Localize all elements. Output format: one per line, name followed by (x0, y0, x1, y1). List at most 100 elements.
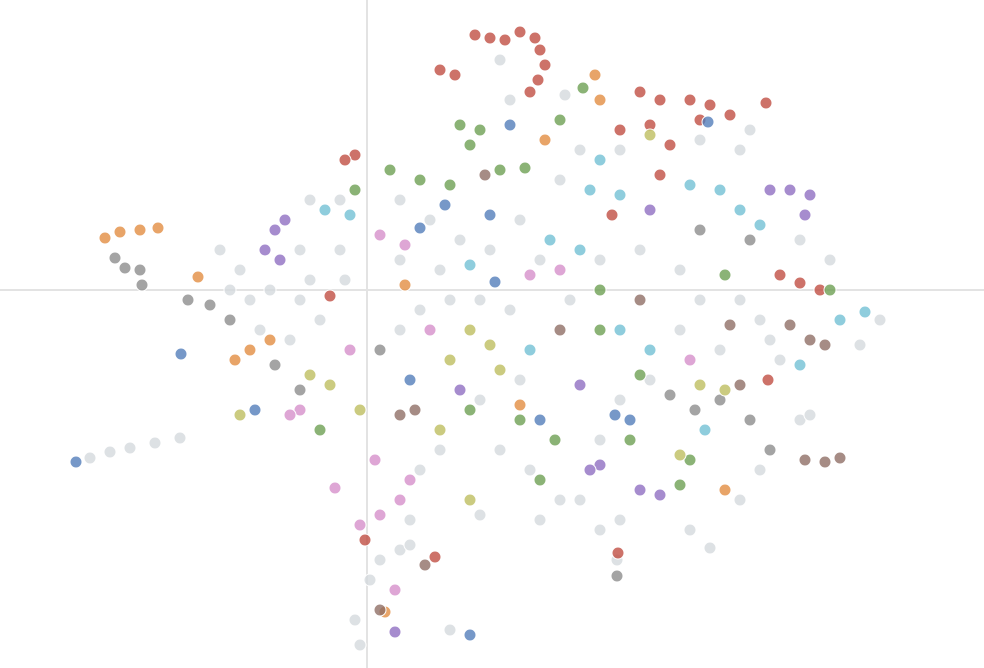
point (713, 343, 727, 357)
point (408, 403, 422, 417)
point (353, 518, 367, 532)
point (243, 343, 257, 357)
point (358, 533, 372, 547)
point (303, 193, 317, 207)
point (733, 203, 747, 217)
point (553, 493, 567, 507)
point (433, 63, 447, 77)
point (433, 423, 447, 437)
point (443, 178, 457, 192)
point (763, 333, 777, 347)
point (483, 338, 497, 352)
point (793, 358, 807, 372)
point (413, 463, 427, 477)
point (593, 433, 607, 447)
point (663, 138, 677, 152)
point (818, 455, 832, 469)
point (723, 318, 737, 332)
point (743, 123, 757, 137)
point (503, 93, 517, 107)
point (268, 358, 282, 372)
point (318, 203, 332, 217)
point (573, 493, 587, 507)
point (718, 268, 732, 282)
point (113, 225, 127, 239)
point (553, 173, 567, 187)
point (503, 118, 517, 132)
point (313, 423, 327, 437)
point (673, 263, 687, 277)
point (191, 270, 205, 284)
point (393, 253, 407, 267)
point (543, 233, 557, 247)
point (83, 451, 97, 465)
point (576, 81, 590, 95)
point (348, 183, 362, 197)
point (513, 398, 527, 412)
point (293, 243, 307, 257)
point (588, 68, 602, 82)
point (428, 550, 442, 564)
point (148, 436, 162, 450)
point (443, 353, 457, 367)
point (513, 413, 527, 427)
point (248, 403, 262, 417)
point (761, 373, 775, 387)
point (733, 293, 747, 307)
point (258, 243, 272, 257)
point (323, 289, 337, 303)
point (303, 273, 317, 287)
point (583, 183, 597, 197)
point (683, 178, 697, 192)
point (743, 413, 757, 427)
point (723, 108, 737, 122)
point (353, 638, 367, 652)
point (613, 323, 627, 337)
point (493, 363, 507, 377)
point (388, 625, 402, 639)
point (643, 128, 657, 142)
point (773, 268, 787, 282)
point (513, 373, 527, 387)
point (733, 143, 747, 157)
point (610, 569, 624, 583)
point (793, 233, 807, 247)
point (263, 333, 277, 347)
point (605, 208, 619, 222)
point (698, 423, 712, 437)
point (718, 383, 732, 397)
point (323, 378, 337, 392)
point (858, 305, 872, 319)
point (373, 228, 387, 242)
point (513, 213, 527, 227)
point (593, 253, 607, 267)
point (133, 263, 147, 277)
point (753, 218, 767, 232)
point (388, 583, 402, 597)
point (233, 263, 247, 277)
point (673, 478, 687, 492)
point (593, 283, 607, 297)
point (613, 188, 627, 202)
point (463, 403, 477, 417)
point (823, 253, 837, 267)
point (583, 463, 597, 477)
point (463, 628, 477, 642)
point (343, 208, 357, 222)
point (473, 393, 487, 407)
point (498, 33, 512, 47)
point (293, 293, 307, 307)
point (613, 513, 627, 527)
point (803, 333, 817, 347)
point (783, 183, 797, 197)
point (633, 483, 647, 497)
point (373, 343, 387, 357)
point (263, 283, 277, 297)
point (363, 573, 377, 587)
point (538, 133, 552, 147)
point (688, 403, 702, 417)
point (69, 455, 83, 469)
point (853, 338, 867, 352)
point (673, 323, 687, 337)
point (438, 198, 452, 212)
